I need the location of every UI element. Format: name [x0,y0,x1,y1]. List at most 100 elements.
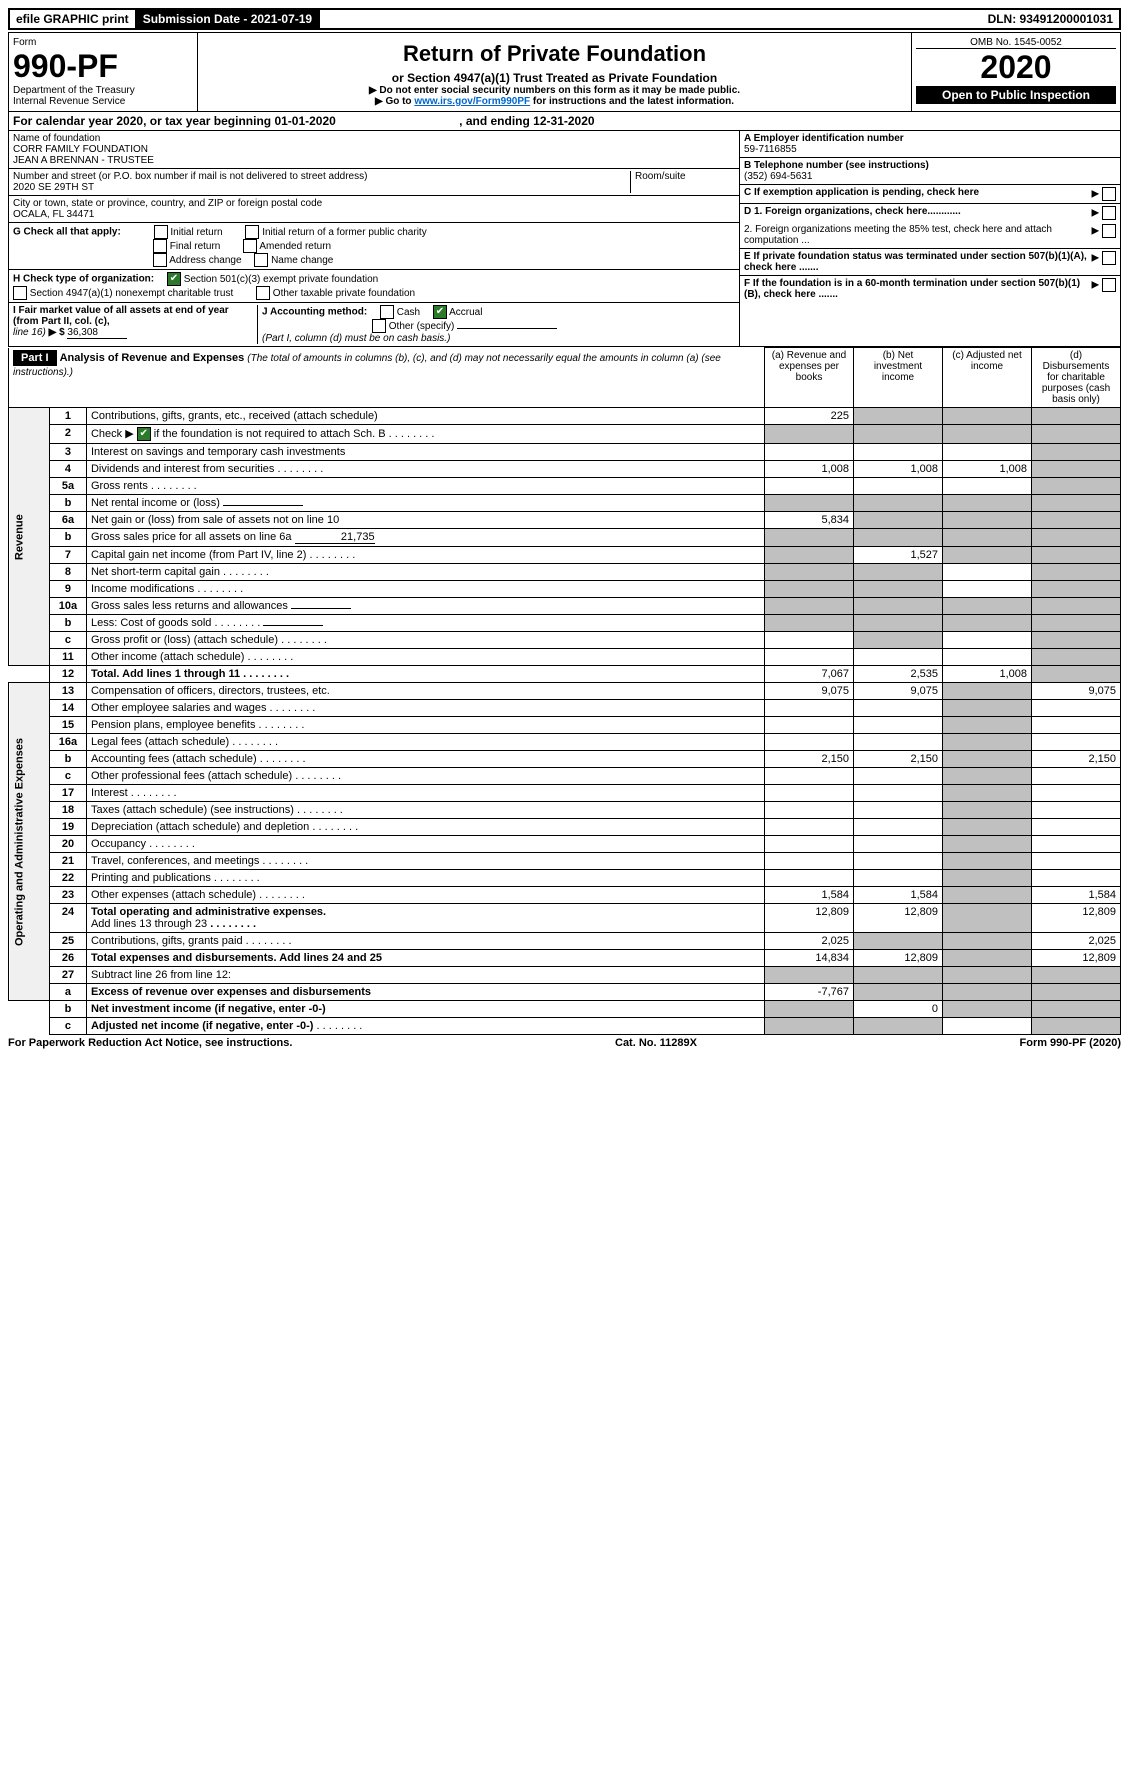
name-label: Name of foundation [13,133,735,144]
page-footer: For Paperwork Reduction Act Notice, see … [8,1035,1121,1049]
name-change-checkbox[interactable] [254,253,268,267]
line-27: Subtract line 26 from line 12: [86,967,764,984]
line-11: Other income (attach schedule) [86,649,764,666]
d2-label: 2. Foreign organizations meeting the 85%… [744,224,1092,246]
line-24: Total operating and administrative expen… [86,904,764,933]
dln: DLN: 93491200001031 [982,10,1119,28]
irs: Internal Revenue Service [13,96,193,107]
line-23: Other expenses (attach schedule) [86,887,764,904]
final-return-checkbox[interactable] [153,239,167,253]
line-27b: Net investment income (if negative, ente… [86,1001,764,1018]
col-b-header: (b) Net investment income [854,348,943,408]
other-method-checkbox[interactable] [372,319,386,333]
j-label: J Accounting method: [262,307,367,318]
other-taxable-checkbox[interactable] [256,286,270,300]
city-label: City or town, state or province, country… [13,198,735,209]
line-10a: Gross sales less returns and allowances [86,598,764,615]
line-16b: Accounting fees (attach schedule) [86,751,764,768]
line-12: Total. Add lines 1 through 11 [86,666,764,683]
501c3-checkbox[interactable]: ✔ [167,272,181,286]
i-line: line 16) [13,327,46,338]
dept: Department of the Treasury [13,85,193,96]
calendar-end: , and ending 12-31-2020 [459,114,594,128]
top-bar: efile GRAPHIC print Submission Date - 20… [8,8,1121,30]
cash-checkbox[interactable] [380,305,394,319]
c-checkbox[interactable] [1102,187,1116,201]
part1-table: Part I Analysis of Revenue and Expenses … [8,347,1121,1035]
line-5a: Gross rents [86,478,764,495]
tax-year: 2020 [916,49,1116,86]
line-16a: Legal fees (attach schedule) [86,734,764,751]
address-change-checkbox[interactable] [153,253,167,267]
trustee-name: JEAN A BRENNAN - TRUSTEE [13,155,735,166]
line-2: Check ✔ if the foundation is not require… [86,425,764,444]
h-label: H Check type of organization: [13,274,154,285]
g-label: G Check all that apply: [13,227,121,238]
line-8: Net short-term capital gain [86,564,764,581]
b-label: B Telephone number (see instructions) [744,160,1116,171]
line-9: Income modifications [86,581,764,598]
a-label: A Employer identification number [744,133,1116,144]
expenses-side-label: Operating and Administrative Expenses [9,683,50,1001]
line-14: Other employee salaries and wages [86,700,764,717]
line-7: Capital gain net income (from Part IV, l… [86,547,764,564]
calendar-row: For calendar year 2020, or tax year begi… [8,112,1121,131]
telephone: (352) 694-5631 [744,171,1116,182]
revenue-side-label: Revenue [9,408,50,666]
line-25: Contributions, gifts, grants paid [86,933,764,950]
f-checkbox[interactable] [1102,278,1116,292]
ein: 59-7116855 [744,144,1116,155]
amended-return-checkbox[interactable] [243,239,257,253]
fmv-value: 36,308 [67,327,127,339]
part1-label: Part I [13,350,57,366]
form-subtitle: or Section 4947(a)(1) Trust Treated as P… [202,71,907,85]
i-label: I Fair market value of all assets at end… [13,305,229,327]
line-16c: Other professional fees (attach schedule… [86,768,764,785]
line-13: Compensation of officers, directors, tru… [86,683,764,700]
line-15: Pension plans, employee benefits [86,717,764,734]
ssn-warning: Do not enter social security numbers on … [202,85,907,96]
d1-label: D 1. Foreign organizations, check here..… [744,206,961,217]
line-17: Interest [86,785,764,802]
col-d-header: (d) Disbursements for charitable purpose… [1032,348,1121,408]
line-18: Taxes (attach schedule) (see instruction… [86,802,764,819]
col-c-header: (c) Adjusted net income [943,348,1032,408]
form-label: Form [13,37,193,48]
initial-return-checkbox[interactable] [154,225,168,239]
line-10b: Less: Cost of goods sold [86,615,764,632]
line-20: Occupancy [86,836,764,853]
line-26: Total expenses and disbursements. Add li… [86,950,764,967]
line-6b: Gross sales price for all assets on line… [86,529,764,547]
street-address: 2020 SE 29TH ST [13,182,630,193]
irs-url-link[interactable]: www.irs.gov/Form990PF [414,96,530,107]
line-22: Printing and publications [86,870,764,887]
line-21: Travel, conferences, and meetings [86,853,764,870]
line-6b-value: 21,735 [295,531,375,544]
initial-former-checkbox[interactable] [245,225,259,239]
sch-b-checkbox[interactable]: ✔ [137,427,151,441]
omb: OMB No. 1545-0052 [916,37,1116,49]
e-checkbox[interactable] [1102,251,1116,265]
d1-checkbox[interactable] [1102,206,1116,220]
c-label: C If exemption application is pending, c… [744,187,979,198]
4947-checkbox[interactable] [13,286,27,300]
line-27c: Adjusted net income (if negative, enter … [86,1018,764,1035]
line-3: Interest on savings and temporary cash i… [86,444,764,461]
form-number: 990-PF [13,48,193,85]
j-note: (Part I, column (d) must be on cash basi… [262,333,450,344]
line-6a: Net gain or (loss) from sale of assets n… [86,512,764,529]
d2-checkbox[interactable] [1102,224,1116,238]
goto-label: Go to [375,96,412,107]
accrual-checkbox[interactable]: ✔ [433,305,447,319]
line-4: Dividends and interest from securities [86,461,764,478]
line-10c: Gross profit or (loss) (attach schedule) [86,632,764,649]
paperwork-notice: For Paperwork Reduction Act Notice, see … [8,1037,292,1049]
part1-title: Analysis of Revenue and Expenses [60,352,245,364]
line-1: Contributions, gifts, grants, etc., rece… [86,408,764,425]
line-19: Depreciation (attach schedule) and deple… [86,819,764,836]
open-inspection: Open to Public Inspection [916,86,1116,104]
efile-label: efile GRAPHIC print [10,10,137,28]
line-27a: Excess of revenue over expenses and disb… [86,984,764,1001]
calendar-begin: For calendar year 2020, or tax year begi… [13,114,336,128]
foundation-name: CORR FAMILY FOUNDATION [13,144,735,155]
